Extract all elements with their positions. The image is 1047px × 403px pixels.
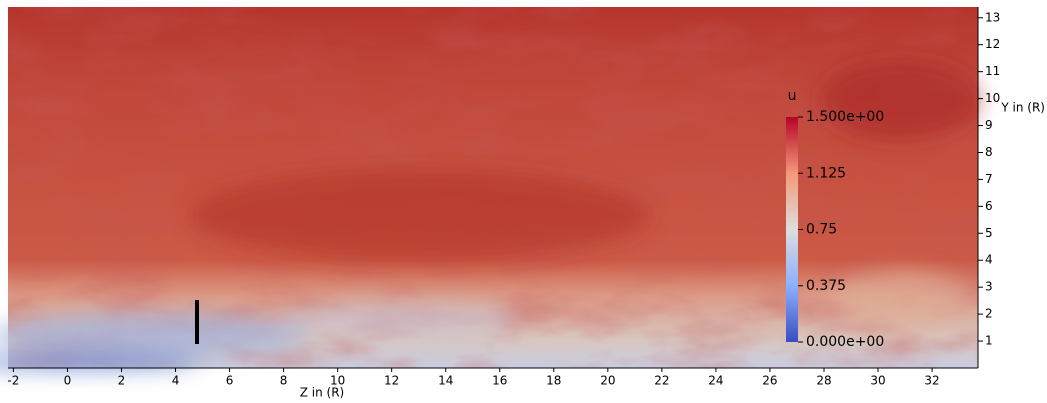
y-tick-label: 7 bbox=[985, 172, 993, 186]
y-tick-label: 12 bbox=[985, 37, 1000, 51]
x-tick-label: 20 bbox=[600, 374, 615, 388]
colorbar-tick-label: 0.75 bbox=[806, 222, 837, 238]
y-tick-label: 6 bbox=[985, 199, 993, 213]
x-tick-label: 16 bbox=[492, 374, 507, 388]
x-tick-label: 28 bbox=[816, 374, 831, 388]
colorbar-tick-label: 1.500e+00 bbox=[806, 109, 884, 125]
y-tick-label: 1 bbox=[985, 334, 993, 348]
x-tick-label: 24 bbox=[708, 374, 723, 388]
colorbar-tick-label: 0.000e+00 bbox=[806, 334, 884, 350]
y-tick-label: 13 bbox=[985, 10, 1000, 24]
y-tick-label: 9 bbox=[985, 118, 993, 132]
y-tick-label: 11 bbox=[985, 64, 1000, 78]
y-tick-label: 5 bbox=[985, 226, 993, 240]
x-tick-label: 32 bbox=[924, 374, 939, 388]
x-tick-label: 10 bbox=[330, 374, 345, 388]
x-axis-title: Z in (R) bbox=[300, 386, 345, 400]
x-tick-label: 2 bbox=[118, 374, 126, 388]
colorbar-tick-label: 0.375 bbox=[806, 278, 846, 294]
y-tick-label: 10 bbox=[985, 91, 1000, 105]
y-tick-label: 2 bbox=[985, 307, 993, 321]
x-tick-label: 30 bbox=[870, 374, 885, 388]
x-tick-label: 18 bbox=[546, 374, 561, 388]
x-tick-label: 14 bbox=[438, 374, 453, 388]
y-axis-title: Y in (R) bbox=[1000, 101, 1045, 115]
y-tick-label: 8 bbox=[985, 145, 993, 159]
x-tick-label: 12 bbox=[384, 374, 399, 388]
y-tick-label: 3 bbox=[985, 280, 993, 294]
colorbar-tick-label: 1.125 bbox=[806, 165, 846, 181]
x-tick-label: 4 bbox=[172, 374, 180, 388]
x-tick-label: 26 bbox=[762, 374, 777, 388]
x-tick-label: -2 bbox=[7, 374, 19, 388]
y-tick-label: 4 bbox=[985, 253, 993, 267]
colorbar-title: u bbox=[788, 88, 797, 104]
x-tick-label: 8 bbox=[280, 374, 288, 388]
x-tick-label: 6 bbox=[226, 374, 234, 388]
colorbar bbox=[786, 117, 798, 342]
x-tick-label: 0 bbox=[64, 374, 72, 388]
field bbox=[0, 7, 980, 370]
x-tick-label: 22 bbox=[654, 374, 669, 388]
